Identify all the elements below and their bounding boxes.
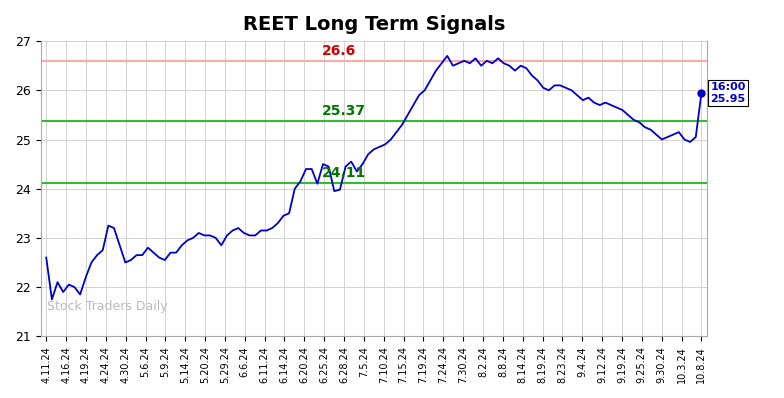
Text: 16:00
25.95: 16:00 25.95 [710,82,746,103]
Title: REET Long Term Signals: REET Long Term Signals [242,15,505,34]
Text: 25.37: 25.37 [321,104,365,118]
Text: Stock Traders Daily: Stock Traders Daily [47,300,168,313]
Text: 24.11: 24.11 [321,166,365,180]
Text: 26.6: 26.6 [321,44,356,58]
